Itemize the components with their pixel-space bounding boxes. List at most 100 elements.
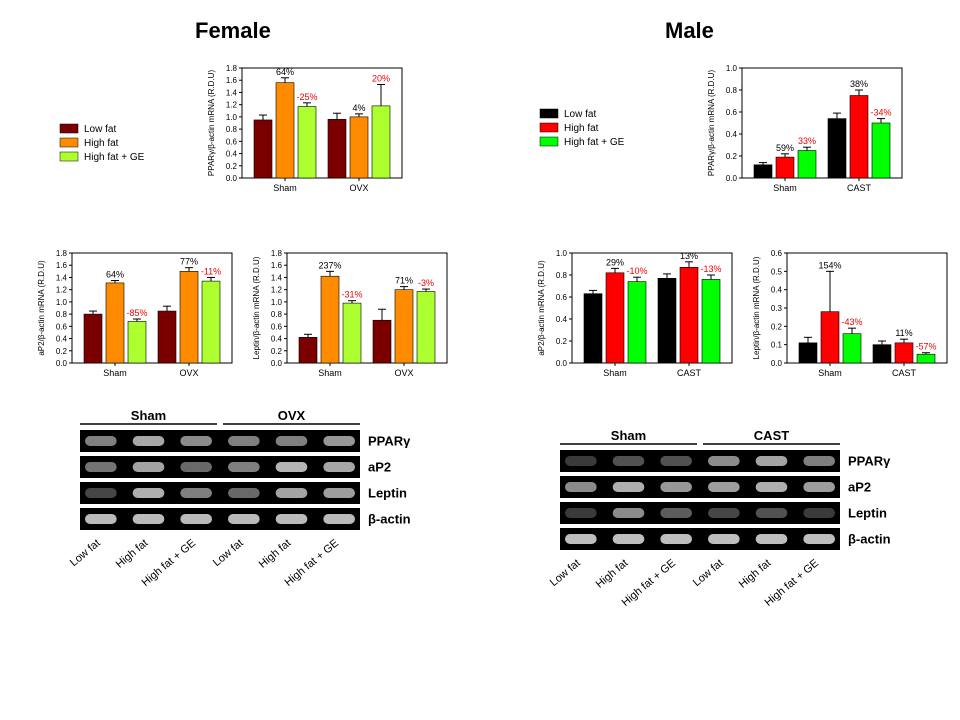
svg-text:PPARγ/β-actin mRNA (R.D.U): PPARγ/β-actin mRNA (R.D.U) [207, 70, 216, 177]
svg-text:1.0: 1.0 [271, 298, 283, 307]
svg-text:0.4: 0.4 [726, 130, 738, 139]
svg-text:0.0: 0.0 [726, 174, 738, 183]
svg-text:38%: 38% [850, 79, 868, 89]
svg-text:Sham: Sham [611, 428, 646, 443]
svg-text:1.2: 1.2 [271, 286, 283, 295]
svg-text:Low fat: Low fat [211, 537, 246, 569]
svg-text:13%: 13% [680, 251, 698, 261]
svg-text:29%: 29% [606, 257, 624, 267]
legend-female: Low fat High fat High fat + GE [60, 120, 210, 170]
gel-female: ShamOVXPPARγaP2Leptinβ-actinLow fatHigh … [80, 430, 480, 654]
chart-male-leptin: 0.00.10.20.30.40.50.6Leptin/β-actin mRNA… [745, 245, 955, 405]
svg-text:-25%: -25% [296, 92, 317, 102]
svg-text:High fat + GE: High fat + GE [84, 152, 145, 163]
svg-text:0.6: 0.6 [56, 322, 68, 331]
svg-text:11%: 11% [895, 328, 912, 338]
svg-text:0.1: 0.1 [771, 341, 783, 350]
svg-text:1.4: 1.4 [271, 273, 283, 282]
svg-text:0.2: 0.2 [771, 322, 783, 331]
svg-text:Leptin: Leptin [848, 505, 887, 520]
svg-text:High fat: High fat [594, 557, 631, 591]
svg-text:1.8: 1.8 [226, 64, 238, 73]
svg-text:59%: 59% [776, 143, 794, 153]
svg-text:64%: 64% [106, 270, 124, 280]
svg-text:Low fat: Low fat [548, 557, 583, 589]
svg-text:Sham: Sham [103, 368, 127, 378]
svg-text:71%: 71% [395, 276, 413, 286]
svg-text:-43%: -43% [841, 317, 862, 327]
svg-text:Low fat: Low fat [691, 557, 726, 589]
svg-text:1.2: 1.2 [56, 286, 68, 295]
svg-text:PPARγ/β-actin mRNA (R.D.U): PPARγ/β-actin mRNA (R.D.U) [707, 70, 716, 177]
svg-text:0.4: 0.4 [226, 150, 238, 159]
svg-text:Leptin/β-actin mRNA (R.D.U): Leptin/β-actin mRNA (R.D.U) [252, 256, 261, 359]
svg-text:0.0: 0.0 [226, 174, 238, 183]
svg-text:20%: 20% [372, 74, 390, 84]
svg-text:0.4: 0.4 [556, 315, 568, 324]
svg-text:-85%: -85% [126, 308, 147, 318]
svg-text:-3%: -3% [418, 278, 434, 288]
svg-text:0.4: 0.4 [771, 286, 783, 295]
svg-text:1.8: 1.8 [271, 249, 283, 258]
svg-text:1.6: 1.6 [271, 261, 283, 270]
svg-text:-31%: -31% [341, 290, 362, 300]
svg-text:High fat: High fat [257, 537, 294, 571]
svg-text:Low fat: Low fat [84, 124, 116, 135]
chart-male-ap2: 0.00.20.40.60.81.0aP2/β-actin mRNA (R.D.… [530, 245, 740, 405]
svg-text:0.5: 0.5 [771, 267, 783, 276]
svg-text:0.2: 0.2 [226, 162, 238, 171]
svg-text:CAST: CAST [754, 428, 789, 443]
svg-text:0.8: 0.8 [726, 86, 738, 95]
svg-text:0.6: 0.6 [556, 293, 568, 302]
svg-text:1.8: 1.8 [56, 249, 68, 258]
svg-text:OVX: OVX [278, 408, 306, 423]
svg-text:1.4: 1.4 [226, 88, 238, 97]
svg-text:Sham: Sham [318, 368, 342, 378]
chart-female-ap2: 0.00.20.40.60.81.01.21.41.61.8aP2/β-acti… [30, 245, 240, 405]
svg-text:0.2: 0.2 [56, 347, 68, 356]
svg-text:1.6: 1.6 [226, 76, 238, 85]
svg-text:Sham: Sham [131, 408, 166, 423]
gel-male: ShamCASTPPARγaP2Leptinβ-actinLow fatHigh… [560, 450, 960, 674]
svg-text:0.8: 0.8 [226, 125, 238, 134]
svg-text:64%: 64% [276, 67, 294, 77]
svg-text:1.4: 1.4 [56, 273, 68, 282]
svg-text:0.8: 0.8 [556, 271, 568, 280]
svg-text:OVX: OVX [394, 368, 413, 378]
svg-text:aP2/β-actin mRNA (R.D.U): aP2/β-actin mRNA (R.D.U) [37, 260, 46, 356]
svg-text:-34%: -34% [870, 108, 891, 118]
svg-text:1.0: 1.0 [556, 249, 568, 258]
svg-text:Sham: Sham [818, 368, 842, 378]
svg-text:-57%: -57% [915, 342, 936, 352]
svg-text:OVX: OVX [349, 183, 368, 193]
svg-text:0.2: 0.2 [726, 152, 738, 161]
svg-text:0.6: 0.6 [271, 322, 283, 331]
svg-text:0.2: 0.2 [556, 337, 568, 346]
svg-text:PPARγ: PPARγ [848, 453, 891, 468]
svg-text:β-actin: β-actin [368, 511, 411, 526]
svg-text:0.6: 0.6 [226, 137, 238, 146]
svg-text:High fat: High fat [84, 138, 119, 149]
svg-text:OVX: OVX [179, 368, 198, 378]
legend-male: Low fatHigh fatHigh fat + GE [540, 105, 690, 155]
svg-text:1.2: 1.2 [226, 101, 238, 110]
svg-text:High fat + GE: High fat + GE [564, 137, 625, 148]
male-title: Male [665, 18, 714, 44]
svg-text:0.0: 0.0 [771, 359, 783, 368]
svg-text:0.8: 0.8 [56, 310, 68, 319]
svg-text:β-actin: β-actin [848, 531, 891, 546]
chart-male-ppar: 0.00.20.40.60.81.0PPARγ/β-actin mRNA (R.… [700, 60, 910, 220]
svg-text:33%: 33% [798, 136, 816, 146]
svg-text:237%: 237% [318, 260, 341, 270]
svg-text:0.0: 0.0 [556, 359, 568, 368]
svg-text:Low fat: Low fat [68, 537, 103, 569]
svg-text:CAST: CAST [677, 368, 702, 378]
svg-text:High fat: High fat [114, 537, 151, 571]
svg-text:-10%: -10% [626, 266, 647, 276]
svg-text:0.4: 0.4 [271, 335, 283, 344]
svg-text:Low fat: Low fat [564, 109, 596, 120]
svg-text:0.4: 0.4 [56, 335, 68, 344]
svg-text:PPARγ: PPARγ [368, 433, 411, 448]
svg-text:0.6: 0.6 [726, 108, 738, 117]
svg-text:4%: 4% [352, 103, 365, 113]
